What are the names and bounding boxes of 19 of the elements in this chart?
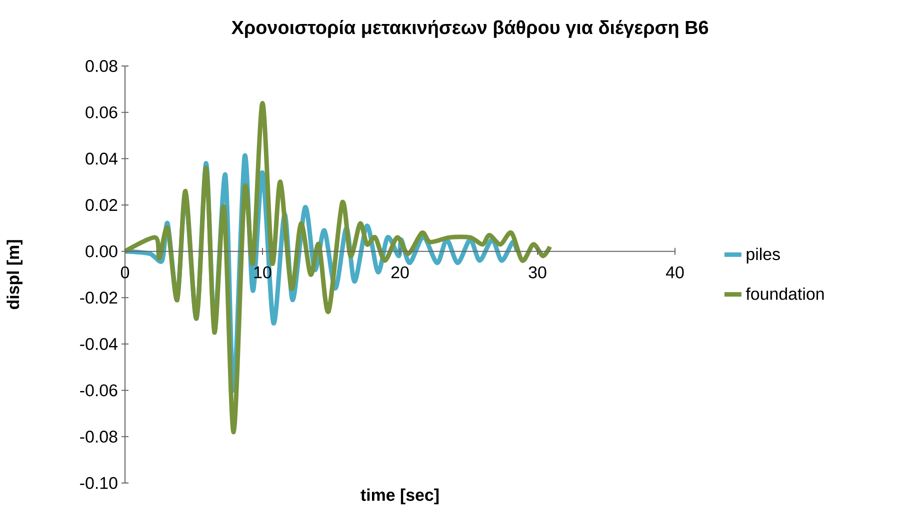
legend-label: foundation <box>746 287 824 300</box>
x-axis-title: time [sec] <box>360 488 439 504</box>
legend-label: piles <box>746 248 780 264</box>
line-series <box>122 100 552 434</box>
x-tick-label: 20 <box>391 266 409 278</box>
y-tick-label: 0.04 <box>86 152 118 165</box>
y-tick-label: -0.10 <box>80 477 118 489</box>
y-axis-title: displ [m] <box>6 240 22 310</box>
x-tick-label: 30 <box>528 266 546 278</box>
y-tick-label: 0.00 <box>86 245 118 258</box>
chart-title: Χρονοιστορία μετακινήσεων βάθρου για διέγερση Β6 <box>231 20 708 38</box>
y-tick-label: -0.06 <box>80 384 118 396</box>
y-tick-label: 0.08 <box>86 60 118 72</box>
y-tick-label: 0.06 <box>86 106 118 118</box>
y-tick-label: -0.08 <box>80 430 118 443</box>
y-tick-label: -0.04 <box>80 338 118 350</box>
x-tick-label: 40 <box>666 266 684 278</box>
y-tick-label: 0.02 <box>86 199 118 211</box>
y-tick-label: -0.02 <box>80 292 118 304</box>
